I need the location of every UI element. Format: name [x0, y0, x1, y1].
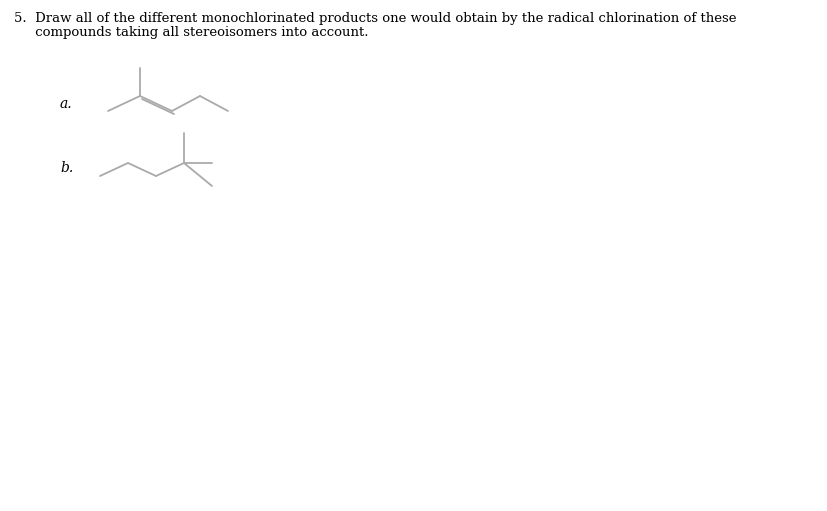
- Text: a.: a.: [60, 97, 73, 111]
- Text: b.: b.: [60, 161, 74, 175]
- Text: 5.  Draw all of the different monochlorinated products one would obtain by the r: 5. Draw all of the different monochlorin…: [14, 12, 737, 25]
- Text: compounds taking all stereoisomers into account.: compounds taking all stereoisomers into …: [14, 26, 369, 39]
